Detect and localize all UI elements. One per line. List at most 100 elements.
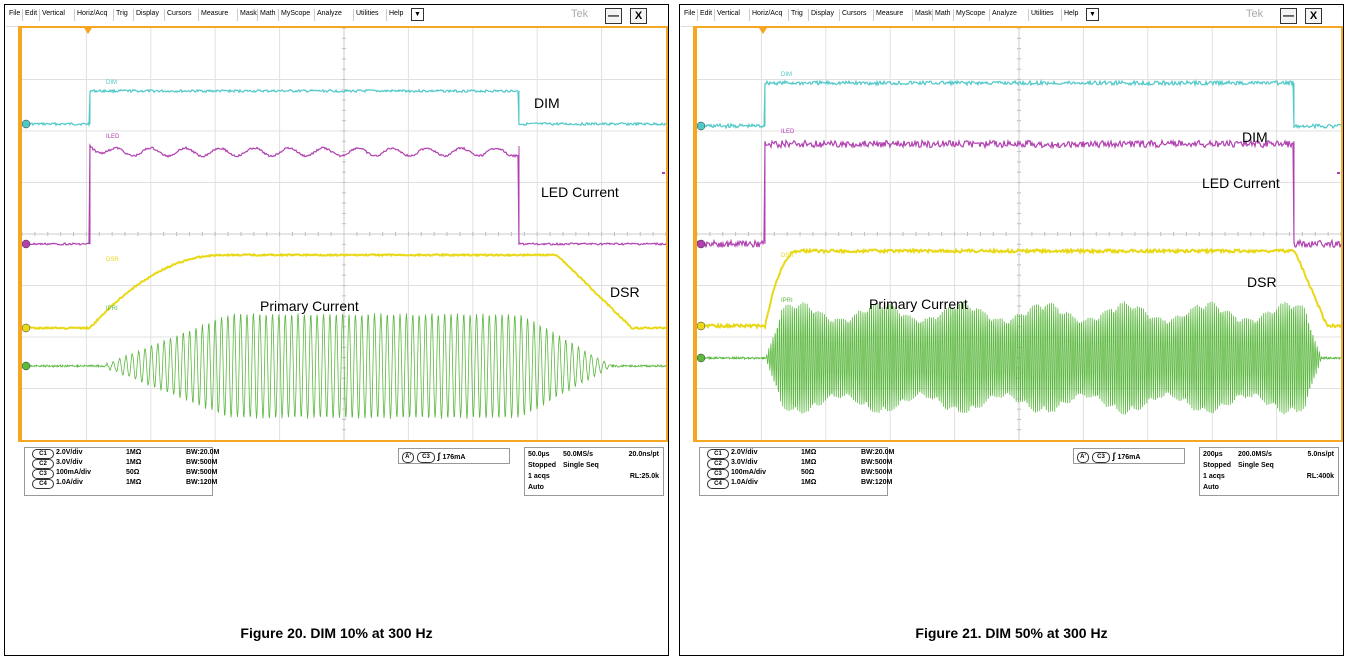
channel-marker-4 (697, 353, 706, 363)
menu-separator (1028, 9, 1029, 21)
scope-panel-left: File Edit Vertical Horiz/Acq Trig Display Curs… (4, 4, 669, 656)
acq-count: 1 acqs (1203, 473, 1225, 480)
label-primary: Primary Current (260, 298, 359, 314)
menu-separator (164, 9, 165, 21)
channel-badge[interactable]: C2 (32, 459, 54, 469)
acq-record-length: RL:400k (1306, 473, 1334, 480)
channel-row: C2 3.0V/div 1MΩ BW:500M (32, 459, 219, 469)
menu-mask[interactable]: Mask (915, 10, 932, 17)
menu-display[interactable]: Display (136, 10, 159, 17)
acq-mode: Single Seq (1238, 462, 1274, 469)
label-dsr: DSR (1247, 274, 1277, 290)
channel-scale: 1.0A/div (731, 479, 758, 486)
menu-help[interactable]: Help (1064, 10, 1079, 17)
acq-state: Stopped (528, 462, 556, 469)
menu-horizacq[interactable]: Horiz/Acq (77, 10, 108, 17)
channel-row: C4 1.0A/div 1MΩ BW:120M (32, 479, 219, 489)
close-button[interactable]: X (1305, 8, 1322, 24)
acquisition-readout[interactable]: 200µs 200.0MS/s 5.0ns/pt Stopped Single Seq 1… (1199, 447, 1339, 496)
menu-edit[interactable]: Edit (25, 10, 38, 17)
menu-bar: File Edit Vertical Horiz/Acq Trig Display Curs… (6, 6, 667, 27)
menu-analyze[interactable]: Analyze (317, 10, 342, 17)
trace-tag-iled: ILED (106, 134, 120, 140)
menu-cursors[interactable]: Cursors (842, 10, 867, 17)
channel-row: C3 100mA/div 50Ω BW:500M (32, 469, 219, 479)
menu-trig[interactable]: Trig (791, 10, 803, 17)
led-current-trace (22, 143, 666, 246)
acq-resolution: 20.0ns/pt (628, 451, 659, 458)
menu-dropdown-button[interactable]: ▼ (1086, 8, 1099, 21)
channel-badge[interactable]: C3 (707, 469, 729, 479)
channel-bandwidth: BW:500M (186, 469, 218, 476)
menu-analyze[interactable]: Analyze (992, 10, 1017, 17)
menu-measure[interactable]: Measure (876, 10, 904, 17)
menu-file[interactable]: File (684, 10, 696, 17)
menu-myscope[interactable]: MyScope (956, 10, 986, 17)
channel-badge[interactable]: C2 (707, 459, 729, 469)
menu-horizacq[interactable]: Horiz/Acq (752, 10, 783, 17)
label-dim: DIM (1242, 129, 1268, 145)
channel-bandwidth: BW:20.0M (186, 449, 220, 456)
menu-utilities[interactable]: Utilities (356, 10, 379, 17)
menu-bar: File Edit Vertical Horiz/Acq Trig Display Curs… (681, 6, 1342, 27)
trigger-readout[interactable]: A' C3 ∫ 176mA (1073, 448, 1185, 464)
menu-vertical[interactable]: Vertical (42, 10, 65, 17)
channel-bandwidth: BW:120M (861, 479, 893, 486)
menu-dropdown-button[interactable]: ▼ (411, 8, 424, 21)
channel-row: C1 2.0V/div 1MΩ BW:20.0M (707, 449, 894, 459)
channel-settings-box (699, 447, 888, 496)
menu-separator (697, 9, 698, 21)
channel-impedance: 1MΩ (126, 479, 142, 486)
minimize-button[interactable]: — (605, 8, 622, 24)
channel-badge[interactable]: C3 (32, 469, 54, 479)
close-button[interactable]: X (630, 8, 647, 24)
menu-trig[interactable]: Trig (116, 10, 128, 17)
rising-edge-icon: ∫ (435, 451, 443, 461)
acq-count: 1 acqs (528, 473, 550, 480)
menu-display[interactable]: Display (811, 10, 834, 17)
menu-separator (932, 9, 933, 21)
menu-cursors[interactable]: Cursors (167, 10, 192, 17)
menu-help[interactable]: Help (389, 10, 404, 17)
menu-mask[interactable]: Mask (240, 10, 257, 17)
menu-edit[interactable]: Edit (700, 10, 713, 17)
menu-measure[interactable]: Measure (201, 10, 229, 17)
channel-impedance: 1MΩ (801, 459, 817, 466)
channel-scale: 3.0V/div (731, 459, 758, 466)
acq-timebase: 200µs (1203, 451, 1223, 458)
menu-separator (314, 9, 315, 21)
minimize-button[interactable]: — (1280, 8, 1297, 24)
trigger-level: 176mA (442, 454, 466, 461)
led-current-trace (697, 138, 1341, 249)
brand-logo: Tek (571, 8, 589, 20)
primary-current-trace (22, 312, 666, 419)
menu-math[interactable]: Math (260, 10, 276, 17)
acq-sample-rate: 200.0MS/s (1238, 451, 1272, 458)
channel-badge[interactable]: C4 (707, 479, 729, 489)
trigger-readout[interactable]: A' C3 ∫ 176mA (398, 448, 510, 464)
channel-badge[interactable]: C1 (707, 449, 729, 459)
trace-tag-ipri: IPRI (106, 306, 118, 312)
channel-badge[interactable]: C1 (32, 449, 54, 459)
menu-separator (74, 9, 75, 21)
trace-tag-ipri: IPRI (781, 298, 793, 304)
menu-file[interactable]: File (9, 10, 21, 17)
menu-myscope[interactable]: MyScope (281, 10, 311, 17)
menu-utilities[interactable]: Utilities (1031, 10, 1054, 17)
acq-auto: Auto (1203, 484, 1219, 491)
menu-separator (257, 9, 258, 21)
readout-area: C1 2.0V/div 1MΩ BW:20.0M C2 3.0V/div 1MΩ BW:500… (693, 446, 1343, 500)
acquisition-readout[interactable]: 50.0µs 50.0MS/s 20.0ns/pt Stopped Single Seq… (524, 447, 664, 496)
channel-scale: 100mA/div (731, 469, 767, 476)
channel-row: C3 100mA/div 50Ω BW:500M (707, 469, 894, 479)
menu-separator (912, 9, 913, 21)
channel-scale: 3.0V/div (56, 459, 83, 466)
menu-vertical[interactable]: Vertical (717, 10, 740, 17)
channel-bandwidth: BW:500M (861, 469, 893, 476)
menu-math[interactable]: Math (935, 10, 951, 17)
channel-badge[interactable]: C4 (32, 479, 54, 489)
waveform-display (22, 28, 666, 440)
figure-caption: Figure 21. DIM 50% at 300 Hz (915, 625, 1108, 641)
channel-impedance: 50Ω (801, 469, 815, 476)
trigger-level: 176mA (1117, 454, 1141, 461)
